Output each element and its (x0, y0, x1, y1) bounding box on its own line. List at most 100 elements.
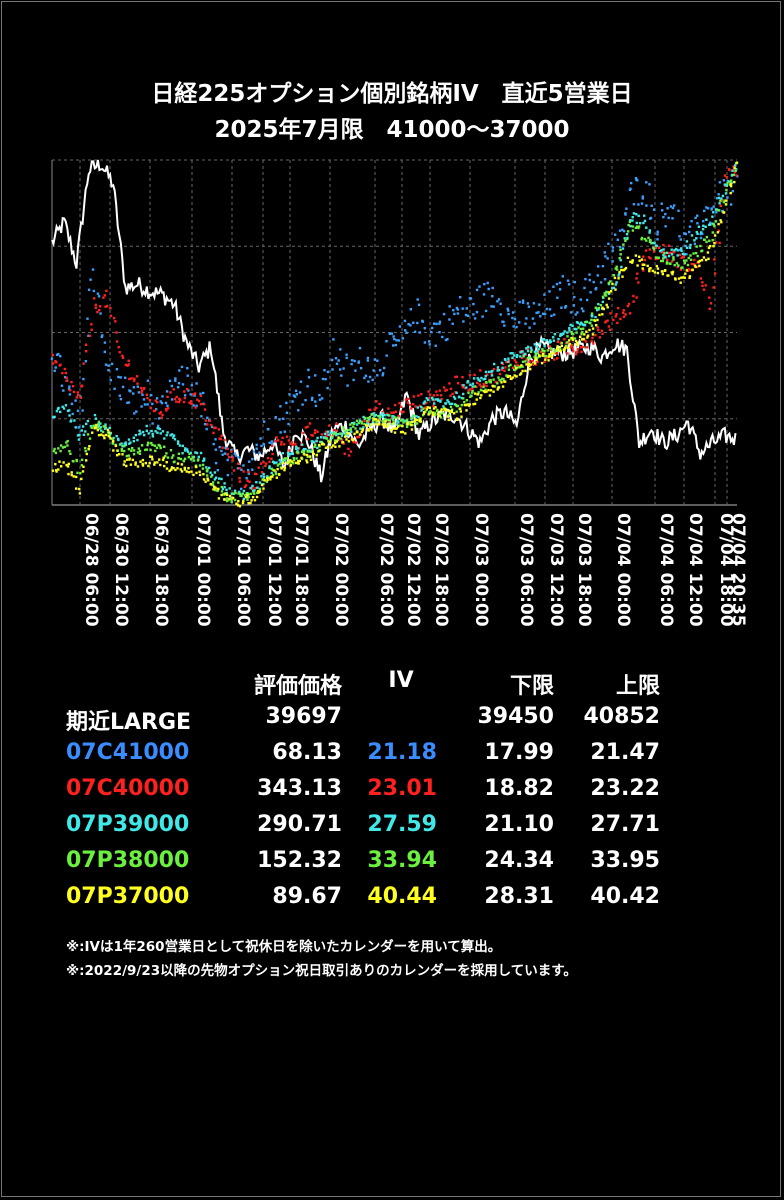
data-point (636, 264, 639, 267)
data-point (217, 481, 220, 484)
data-point (422, 412, 426, 415)
data-point (270, 440, 274, 443)
data-point (729, 182, 732, 186)
data-point (134, 463, 137, 466)
data-point (149, 448, 152, 452)
data-point (78, 487, 81, 491)
data-point (733, 166, 736, 169)
data-point (336, 433, 339, 436)
data-point (548, 290, 551, 293)
data-point (275, 472, 278, 476)
data-point (444, 389, 447, 392)
data-point (678, 248, 682, 252)
data-point (489, 389, 493, 392)
data-point (291, 443, 295, 446)
data-point (136, 382, 139, 385)
data-point (564, 306, 567, 309)
data-point (72, 460, 75, 463)
data-point (226, 447, 229, 450)
data-point (172, 467, 175, 470)
data-point (647, 236, 650, 239)
data-point (178, 369, 181, 372)
data-point (186, 450, 190, 453)
data-point (275, 476, 278, 479)
data-point (57, 447, 60, 450)
data-point (618, 270, 621, 274)
data-point (323, 369, 326, 372)
x-tick-label: 07/01 18:00 (291, 513, 311, 627)
data-point (493, 385, 497, 388)
data-point (607, 325, 611, 328)
data-point (408, 421, 411, 424)
data-point (608, 328, 612, 331)
data-point (507, 368, 511, 371)
data-point (642, 255, 645, 258)
data-point (683, 276, 686, 279)
data-point (377, 419, 380, 422)
data-point (526, 302, 529, 305)
data-point (447, 413, 450, 416)
data-point (482, 389, 485, 393)
data-point (109, 307, 112, 310)
data-point (631, 219, 634, 222)
data-point (199, 403, 203, 406)
data-point (678, 235, 681, 238)
data-point (507, 357, 510, 360)
data-point (405, 418, 408, 422)
data-point (212, 431, 215, 435)
data-point (687, 256, 690, 260)
data-point (414, 418, 417, 421)
data-point (712, 223, 715, 226)
data-point (711, 239, 714, 242)
data-point (379, 413, 382, 416)
data-point (92, 424, 95, 427)
data-point (208, 419, 212, 422)
data-point (459, 410, 462, 413)
data-point (537, 311, 540, 314)
data-point (535, 345, 539, 348)
data-point (190, 400, 193, 403)
data-point (485, 381, 488, 384)
data-point (335, 429, 338, 433)
data-point (363, 419, 366, 422)
data-point (358, 346, 362, 350)
data-point (500, 381, 503, 384)
data-point (70, 380, 73, 384)
data-point (662, 248, 665, 251)
data-point (425, 397, 428, 400)
data-point (299, 380, 303, 383)
data-point (314, 429, 317, 432)
data-point (308, 422, 312, 425)
data-point (465, 307, 468, 310)
data-point (491, 286, 494, 290)
data-point (105, 289, 108, 292)
data-point (292, 456, 295, 460)
data-point (381, 423, 384, 426)
data-point (86, 317, 89, 320)
data-point (635, 296, 638, 299)
data-point (159, 400, 162, 403)
data-point (657, 246, 661, 250)
data-point (261, 478, 264, 481)
data-point (643, 214, 646, 217)
data-point (528, 365, 531, 368)
data-point (438, 320, 442, 323)
data-point (661, 209, 664, 212)
data-point (715, 211, 718, 214)
data-point (627, 302, 631, 306)
data-point (596, 274, 599, 277)
data-point (732, 165, 735, 168)
data-point (463, 400, 466, 404)
data-point (602, 307, 605, 311)
data-point (670, 248, 673, 251)
data-point (641, 263, 645, 266)
data-point (141, 430, 145, 434)
data-point (90, 323, 93, 326)
data-point (417, 415, 420, 419)
data-point (357, 360, 361, 363)
data-point (480, 394, 483, 397)
data-point (70, 473, 73, 477)
data-point (608, 291, 611, 294)
data-point (706, 207, 710, 210)
data-point (311, 434, 314, 437)
